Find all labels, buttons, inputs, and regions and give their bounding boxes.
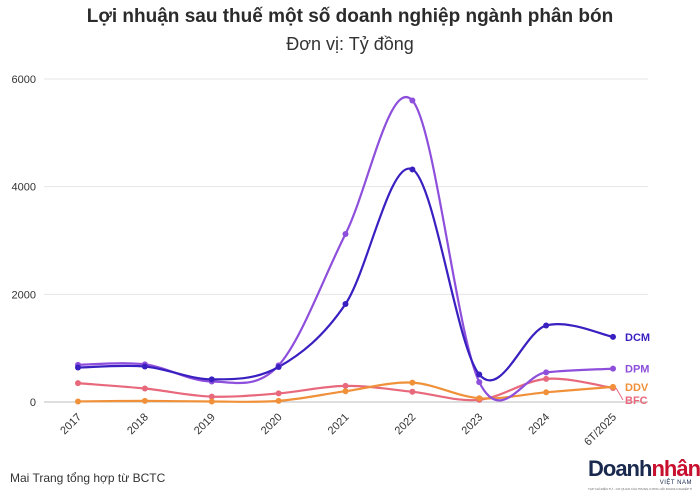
x-tick-label: 2024: [526, 411, 552, 437]
gridlines: [44, 78, 648, 403]
point-bfc-5: [409, 388, 416, 395]
series-label-dpm: DPM: [625, 364, 649, 376]
point-dpm-7: [543, 369, 550, 376]
point-dcm-7: [543, 322, 550, 329]
point-bfc-0: [75, 380, 81, 387]
point-dpm-6: [476, 379, 483, 386]
x-tick-labels: 2017 2018 2019 2020 2021 2022 2023 2024 6T/2025: [58, 411, 619, 448]
point-dpm-8: [610, 365, 616, 372]
y-tick-label: 0: [30, 397, 36, 409]
point-bfc-2: [208, 393, 215, 400]
point-bfc-3: [275, 390, 282, 397]
logo-subtitle: VIỆT NAM: [659, 480, 692, 486]
series-lines: [77, 96, 614, 403]
point-dcm-6: [476, 371, 483, 378]
point-dpm-4: [342, 231, 349, 238]
point-dcm-0: [75, 364, 81, 371]
chart-title: Lợi nhuận sau thuế một số doanh nghiệp n…: [86, 6, 614, 27]
point-ddv-7: [543, 389, 550, 396]
point-ddv-1: [141, 397, 148, 404]
series-label-ddv: DDV: [625, 382, 649, 394]
x-tick-label: 2022: [393, 411, 419, 437]
series-points: [75, 97, 616, 405]
x-tick-label: 2017: [58, 411, 84, 437]
point-ddv-6: [476, 395, 483, 402]
point-dcm-8: [610, 333, 616, 340]
series-label-bfc: BFC: [625, 395, 648, 407]
point-ddv-0: [75, 398, 81, 405]
source-note: Mai Trang tổng hợp từ BCTC: [10, 471, 166, 485]
series-line-dcm: [77, 167, 614, 382]
x-tick-label: 2018: [125, 411, 151, 437]
x-tick-label: 2019: [192, 411, 218, 437]
point-dcm-2: [208, 376, 215, 383]
point-ddv-2: [208, 398, 215, 405]
label-connector-bfc: [615, 387, 624, 401]
series-line-dpm: [77, 96, 614, 402]
point-ddv-4: [342, 388, 349, 395]
x-tick-label: 2023: [460, 411, 486, 437]
doanhnhan-logo: Doanhnhân VIỆT NAM TẠP CHÍ ĐIỆN TỬ - CƠ …: [588, 456, 700, 496]
point-dcm-4: [342, 301, 349, 308]
point-bfc-7: [543, 375, 550, 382]
logo-wordmark: Doanhnhân: [588, 456, 700, 481]
logo-tagline: TẠP CHÍ ĐIỆN TỬ - CƠ QUAN CỦA TRUNG ƯƠNG…: [588, 487, 692, 491]
point-bfc-4: [342, 382, 349, 389]
point-dpm-5: [409, 97, 416, 104]
point-bfc-1: [141, 385, 148, 392]
chart-subtitle: Đơn vị: Tỷ đồng: [286, 34, 414, 54]
point-dcm-5: [409, 166, 416, 173]
x-tick-label: 2021: [326, 411, 352, 437]
point-ddv-5: [409, 379, 416, 386]
y-tick-label: 6000: [12, 74, 36, 86]
point-ddv-3: [275, 397, 282, 404]
x-tick-label: 6T/2025: [582, 411, 619, 448]
point-dcm-1: [141, 363, 148, 370]
series-label-dcm: DCM: [625, 332, 650, 344]
y-tick-label: 4000: [12, 182, 36, 194]
y-tick-labels: 0 2000 4000 6000: [12, 74, 36, 409]
y-tick-label: 2000: [12, 289, 36, 301]
point-ddv-8: [610, 383, 616, 390]
point-dcm-3: [275, 364, 282, 371]
x-tick-label: 2020: [259, 411, 285, 437]
